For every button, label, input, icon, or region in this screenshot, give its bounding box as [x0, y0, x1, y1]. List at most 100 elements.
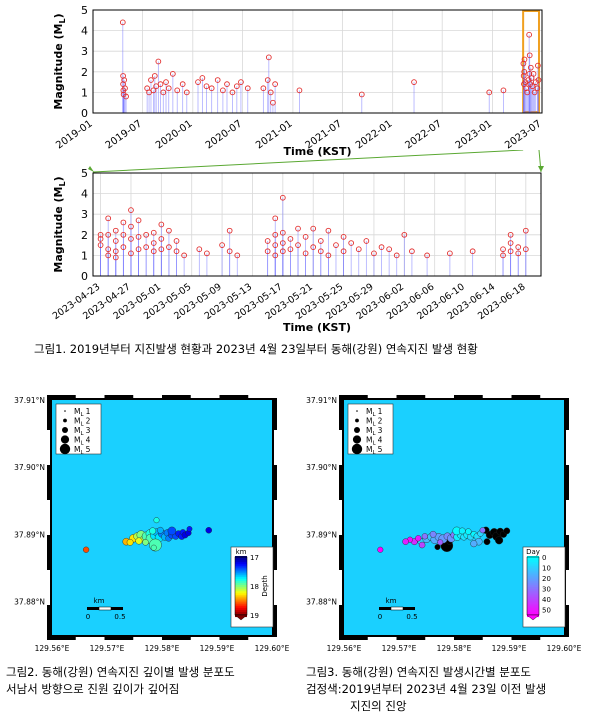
colorbar-tick: 20: [542, 575, 551, 583]
legend-marker: [63, 418, 67, 423]
chart-magnitude-2023-04-23-to-06-18: 0123452023-04-232023-04-272023-05-012023…: [51, 167, 542, 334]
event-marker: [153, 83, 160, 90]
colorbar-swatch: [527, 560, 539, 564]
map-frame-tick: [425, 637, 454, 640]
event-marker: [97, 236, 104, 242]
event-marker: [196, 246, 203, 253]
scalebar-label: 0.5: [114, 613, 125, 621]
event-marker: [112, 254, 119, 261]
colorbar-tick: 18: [250, 583, 259, 591]
colorbar-swatch: [235, 570, 247, 574]
event-marker: [183, 89, 190, 96]
epicenter-marker: [421, 533, 428, 540]
colorbar-tick: 19: [250, 612, 259, 620]
legend-label-subscript: L: [372, 450, 376, 456]
y-tick-label: 2: [81, 229, 88, 242]
plot-area: [93, 173, 541, 276]
x-tick-label: 2022-07: [403, 118, 444, 151]
event-marker: [527, 64, 534, 71]
event-marker: [97, 231, 104, 238]
colorbar-swatch: [235, 605, 247, 609]
event-marker: [169, 71, 176, 77]
event-marker: [119, 19, 126, 26]
colorbar-swatch: [527, 585, 539, 589]
event-marker: [411, 79, 417, 85]
longitude-label: 129.59°E: [200, 644, 235, 653]
event-marker: [112, 238, 119, 244]
epicenter-marker: [135, 537, 143, 545]
epicenter-marker: [458, 527, 466, 535]
event-marker: [264, 248, 271, 255]
event-marker: [265, 54, 272, 61]
event-marker: [224, 81, 230, 88]
scalebar-segment: [111, 607, 123, 610]
longitude-label: 129.56°E: [35, 644, 70, 653]
colorbar-swatch: [527, 597, 539, 601]
scalebar-segment: [87, 607, 99, 610]
epicenter-marker: [157, 526, 164, 534]
event-marker: [507, 231, 514, 238]
legend-label-value: 5: [86, 445, 91, 454]
latitude-label: 37.89°N: [306, 530, 337, 539]
map-frame-tick: [75, 637, 105, 640]
event-marker: [500, 252, 506, 259]
event-marker: [520, 60, 527, 67]
figure3-caption-note: 검정색:2019년부터 2023년 4월 23일 이전 발생: [306, 682, 547, 696]
epicenter-marker: [186, 526, 193, 532]
colorbar-swatch: [527, 562, 539, 566]
event-marker: [148, 77, 154, 83]
epicenter-marker: [167, 526, 177, 536]
event-marker: [150, 240, 157, 246]
colorbar-tick: 50: [542, 607, 551, 615]
event-marker: [112, 227, 119, 234]
colorbar-swatch: [235, 578, 247, 582]
colorbar-swatch: [527, 572, 539, 576]
event-marker: [272, 231, 279, 238]
event-marker: [333, 242, 339, 248]
event-marker: [486, 89, 493, 96]
event-marker: [120, 219, 127, 226]
pre-2023-epicenter: [495, 536, 504, 545]
epicenter-marker: [470, 540, 478, 548]
colorbar-swatch: [235, 566, 247, 570]
event-marker: [535, 77, 542, 83]
event-marker: [121, 77, 128, 83]
map-frame-tick: [274, 500, 277, 535]
event-marker: [386, 246, 392, 253]
map-frame-tick: [75, 395, 105, 398]
map-depth-distribution: 129.56°E 129.57°E 129.58°E 129.59°E 129.60°E…: [14, 395, 290, 653]
map-frame-tick: [367, 637, 397, 640]
legend-label: ML 2: [74, 417, 91, 428]
colorbar-swatch: [527, 566, 539, 570]
epicenter-marker: [205, 527, 212, 534]
longitude-label: 129.57°E: [90, 644, 125, 653]
legend-label: ML 5: [366, 445, 383, 456]
colorbar-swatch: [235, 603, 247, 607]
colorbar-swatch: [235, 607, 247, 611]
colorbar-swatch: [235, 572, 247, 576]
map-frame-tick: [248, 637, 277, 640]
colorbar-tick: 10: [542, 565, 551, 573]
y-axis-label-subscript: L: [58, 181, 67, 186]
epicenter-marker: [429, 530, 437, 538]
colorbar-swatch: [527, 599, 539, 603]
scalebar-unit: km: [386, 597, 397, 605]
colorbar-arrow: [526, 614, 540, 621]
map-frame-tick: [482, 637, 512, 640]
colorbar-swatch: [235, 576, 247, 580]
event-marker: [128, 236, 134, 242]
y-tick-label: 3: [81, 208, 88, 221]
event-marker: [295, 242, 301, 248]
plot-frame: [92, 9, 543, 114]
y-axis-label-close: ): [52, 13, 65, 18]
legend-label-subscript: L: [80, 431, 84, 437]
event-marker: [296, 87, 303, 94]
colorbar-swatch: [527, 607, 539, 611]
colorbar-swatch: [235, 597, 247, 601]
colorbar-swatch: [527, 593, 539, 597]
pre-2023-epicenter: [503, 527, 511, 535]
epicenter-marker: [437, 539, 444, 546]
plot-area: [93, 10, 542, 113]
legend-label-subscript: L: [80, 441, 84, 447]
colorbar-swatch: [527, 589, 539, 593]
